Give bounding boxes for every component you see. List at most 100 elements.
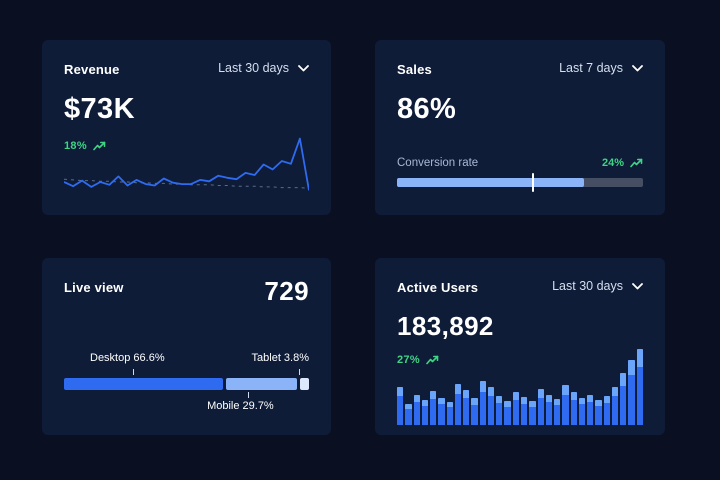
user-activity-bar-cap	[454, 383, 462, 394]
active-users-card-header: Active Users Last 30 days	[397, 276, 643, 295]
user-activity-bar	[620, 373, 627, 425]
user-activity-bar	[454, 383, 462, 425]
revenue-line-chart	[64, 137, 309, 191]
tablet-segment	[299, 378, 309, 390]
user-activity-bar-cap	[537, 388, 544, 398]
active-users-range-label: Last 30 days	[552, 279, 623, 293]
revenue-card: Revenue Last 30 days $73K 18%	[42, 40, 331, 215]
sales-card: Sales Last 7 days 86% Conversion rate 24…	[375, 40, 665, 215]
sales-range-label: Last 7 days	[559, 61, 623, 75]
active-users-card-title: Active Users	[397, 280, 479, 295]
active-users-value: 183,892	[397, 311, 494, 341]
active-users-bar-chart	[397, 349, 643, 425]
user-activity-bar-cap	[504, 400, 511, 407]
tablet-share-label: Tablet 3.8%	[251, 352, 309, 364]
user-activity-bar	[628, 359, 635, 425]
user-activity-bar	[587, 394, 594, 425]
sales-value: 86%	[397, 93, 457, 125]
user-activity-bar-cap	[446, 402, 453, 408]
user-activity-bar-cap	[620, 373, 627, 386]
trend-up-icon	[93, 141, 106, 151]
conversion-progress-marker	[532, 173, 535, 192]
live-view-count: 729	[264, 276, 309, 306]
user-activity-bar-cap	[603, 396, 610, 404]
sales-card-title: Sales	[397, 62, 432, 77]
user-activity-bar-cap	[529, 400, 536, 407]
conversion-progress-bar	[397, 173, 643, 192]
revenue-value: $73K	[64, 93, 135, 125]
user-activity-bar-cap	[496, 396, 503, 404]
user-activity-bar	[636, 349, 643, 425]
live-view-card-title: Live view	[64, 280, 124, 295]
revenue-card-header: Revenue Last 30 days	[64, 58, 309, 77]
user-activity-bar	[421, 399, 429, 425]
user-activity-bar-cap	[413, 394, 420, 403]
user-activity-bar	[397, 387, 404, 425]
user-activity-bar	[463, 390, 470, 425]
tablet-tick	[299, 369, 301, 375]
user-activity-bar-cap	[578, 397, 586, 405]
revenue-range-dropdown[interactable]: Last 30 days	[218, 61, 309, 75]
active-users-delta-value: 27%	[397, 354, 420, 366]
user-activity-bar-cap	[554, 399, 561, 406]
live-view-card-header: Live view 729	[64, 276, 309, 307]
sales-card-header: Sales Last 7 days	[397, 58, 643, 77]
active-users-range-dropdown[interactable]: Last 30 days	[552, 279, 643, 293]
mobile-share-label: Mobile 29.7%	[207, 400, 274, 412]
user-activity-bar-cap	[595, 399, 602, 406]
user-activity-bar	[603, 396, 610, 425]
user-activity-bar-cap	[512, 391, 519, 400]
user-activity-bar	[545, 394, 553, 425]
user-activity-bar-cap	[438, 397, 445, 405]
conversion-rate-row: Conversion rate 24%	[397, 157, 643, 169]
live-view-card: Live view 729 Desktop 66.6% Tablet 3.8% …	[42, 258, 331, 435]
user-activity-bar	[496, 396, 503, 425]
conversion-rate-label: Conversion rate	[397, 157, 479, 169]
mobile-tick	[247, 392, 249, 398]
user-activity-bar	[413, 394, 420, 425]
active-users-delta-badge: 27%	[397, 354, 439, 366]
user-activity-bar-cap	[463, 390, 470, 399]
mobile-segment	[226, 378, 297, 390]
user-activity-bar	[405, 403, 412, 425]
user-activity-bar	[512, 391, 519, 425]
user-activity-bar-cap	[587, 394, 594, 403]
user-activity-bar	[438, 397, 445, 425]
user-activity-bar-cap	[479, 380, 486, 392]
active-users-card: Active Users Last 30 days 183,892 27%	[375, 258, 665, 435]
user-activity-bar	[471, 398, 478, 425]
user-activity-bar	[537, 388, 544, 425]
user-activity-bar-cap	[636, 349, 643, 368]
desktop-share-label: Desktop 66.6%	[90, 352, 165, 364]
trend-up-icon	[426, 355, 439, 365]
device-share-chart: Desktop 66.6% Tablet 3.8% Mobile 29.7%	[64, 352, 309, 416]
conversion-progress-fill	[397, 178, 584, 187]
user-activity-bar-cap	[545, 394, 553, 403]
user-activity-bar-cap	[397, 387, 404, 397]
user-activity-bar-cap	[421, 399, 429, 406]
sales-delta-value: 24%	[601, 157, 624, 169]
user-activity-bar	[595, 399, 602, 425]
desktop-tick	[132, 369, 134, 375]
user-activity-bar	[504, 400, 511, 425]
user-activity-bar-cap	[520, 396, 528, 404]
user-activity-bar-cap	[471, 398, 478, 406]
user-activity-bar-cap	[487, 387, 495, 397]
sales-range-dropdown[interactable]: Last 7 days	[559, 61, 643, 75]
chevron-down-icon	[632, 64, 643, 71]
user-activity-bar	[479, 380, 486, 425]
desktop-segment	[64, 378, 224, 390]
revenue-delta-badge: 18%	[64, 140, 106, 152]
user-activity-bar-cap	[405, 403, 412, 410]
chevron-down-icon	[632, 282, 643, 289]
user-activity-bar	[611, 387, 619, 425]
revenue-delta-value: 18%	[64, 140, 87, 152]
device-share-bar	[64, 378, 309, 390]
user-activity-bar	[562, 385, 569, 425]
user-activity-bar	[446, 402, 453, 425]
revenue-card-title: Revenue	[64, 62, 120, 77]
user-activity-bar	[570, 391, 577, 425]
chevron-down-icon	[298, 64, 309, 71]
trend-up-icon	[630, 158, 643, 168]
